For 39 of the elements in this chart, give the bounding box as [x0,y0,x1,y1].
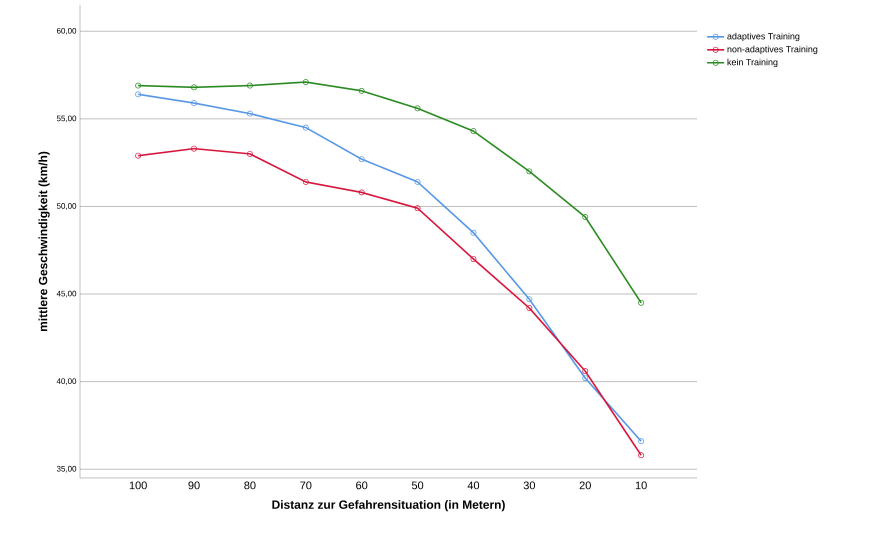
point [414,205,421,212]
point [414,178,421,185]
point [582,375,588,382]
point [414,105,421,112]
y-axis-title: mittlere Geschwindigkeit (km/h) [38,152,50,332]
point [470,256,476,262]
point [526,168,532,174]
point [302,79,309,86]
x-tick-label: 90 [188,482,200,490]
x-tick-label: 80 [244,482,256,490]
x-tick-label: 10 [636,482,647,490]
x-tick-label: 40 [468,482,480,490]
x-axis-title: Distanz zur Gefahrensituation (in Metern) [272,500,505,512]
point [582,214,588,220]
legend-label: non-adaptives Training [728,46,818,54]
x-tick-label: 50 [412,482,424,490]
x-tick-label: 100 [130,482,147,490]
point [302,178,309,185]
x-tick-label: 60 [356,482,368,490]
point [191,84,197,90]
point [246,150,253,157]
point [246,82,253,89]
point [470,230,476,236]
legend-label: kein Training [728,58,778,68]
point [526,305,532,311]
legend-label: adaptives Training [727,32,800,42]
point [246,110,253,117]
x-tick-label: 20 [580,482,591,490]
point [191,146,197,152]
x-tick-label: 70 [300,482,312,490]
point [191,100,197,106]
x-tick-label: 30 [524,482,535,490]
point [470,128,476,134]
point [302,124,309,131]
point [358,189,365,196]
point [526,296,532,302]
point [358,156,365,162]
point [358,88,365,94]
point [582,368,588,374]
